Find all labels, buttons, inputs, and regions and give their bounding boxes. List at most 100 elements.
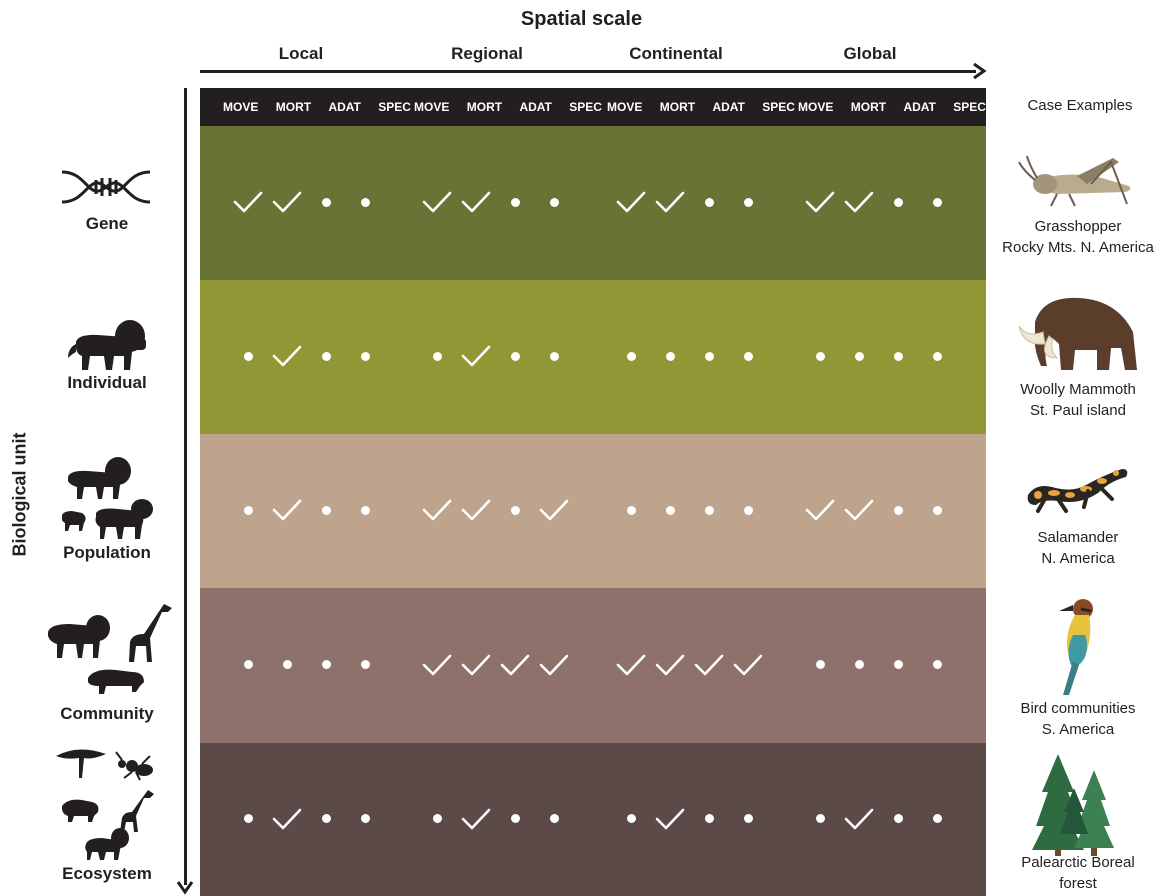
check-icon: [655, 654, 685, 675]
dot-icon: [743, 351, 753, 361]
dot-icon: [626, 505, 636, 515]
case-location: S. America: [1041, 721, 1115, 738]
dot-icon: [743, 505, 753, 515]
dot-icon: [432, 814, 442, 823]
mark-local-adat-dot: [315, 345, 337, 367]
mark-local-spec-dot: [354, 499, 376, 521]
case-examples-header: Case Examples: [1027, 97, 1133, 114]
dot-icon: [360, 351, 370, 361]
check-icon: [422, 499, 452, 521]
mark-global-mort-check: [844, 191, 874, 213]
check-icon: [461, 191, 491, 213]
mammoth-image: [1018, 297, 1137, 370]
mark-local-adat-dot: [315, 499, 337, 521]
dot-icon: [815, 660, 825, 669]
dot-icon: [743, 814, 753, 823]
scale-label-regional: Regional: [451, 44, 523, 63]
dot-icon: [704, 814, 714, 823]
case-name: Woolly Mammoth: [1020, 381, 1136, 398]
check-icon: [500, 654, 530, 675]
check-icon: [539, 654, 569, 675]
dot-icon: [360, 505, 370, 515]
mark-local-move-dot: [237, 345, 259, 367]
mark-continental-spec-dot: [737, 499, 759, 521]
dot-icon: [893, 197, 903, 207]
header-move: MOVE: [414, 100, 450, 114]
check-icon: [844, 191, 874, 213]
mark-global-spec-dot: [926, 499, 948, 521]
row-band-ecosystem: [200, 743, 986, 896]
mark-continental-spec-dot: [737, 345, 759, 367]
header-adat: ADAT: [903, 100, 936, 114]
header-adat: ADAT: [328, 100, 361, 114]
mark-regional-mort-check: [461, 499, 491, 521]
mark-local-mort-check: [272, 808, 302, 830]
dot-icon: [321, 814, 331, 823]
animal-community-icon: [48, 604, 172, 694]
check-icon: [461, 808, 491, 829]
dot-icon: [704, 197, 714, 207]
scale-label-global: Global: [843, 44, 897, 63]
mark-global-adat-dot: [887, 345, 909, 367]
header-spec: SPEC: [569, 100, 602, 114]
mark-regional-mort-check: [461, 808, 491, 830]
case-label-population: Salamander N. America: [993, 527, 1163, 569]
case-label-community: Bird communities S. America: [993, 698, 1163, 740]
scale-label-continental: Continental: [629, 44, 723, 63]
dot-icon: [360, 197, 370, 207]
mark-continental-move-dot: [620, 808, 642, 830]
check-icon: [272, 345, 302, 367]
row-band-gene: [200, 126, 986, 280]
check-icon: [272, 191, 302, 213]
dot-icon: [243, 814, 253, 823]
x-axis-title: Spatial scale: [520, 8, 643, 30]
dot-icon: [665, 505, 675, 515]
check-icon: [539, 499, 569, 521]
case-name: Palearctic Boreal: [1021, 854, 1135, 871]
case-location: N. America: [1041, 550, 1115, 567]
dot-icon: [815, 351, 825, 361]
y-axis-title: Biological unit: [9, 432, 30, 557]
mark-continental-spec-dot: [737, 808, 759, 830]
dot-icon: [549, 814, 559, 823]
mark-local-spec-dot: [354, 191, 376, 213]
mark-continental-mort-check: [655, 808, 685, 830]
dot-icon: [243, 505, 253, 515]
unit-label-ecosystem: Ecosystem: [62, 864, 152, 883]
dot-icon: [743, 197, 753, 207]
mark-continental-adat-dot: [698, 499, 720, 521]
case-location: St. Paul island: [1030, 402, 1126, 419]
case-name: Salamander: [1037, 529, 1119, 546]
mark-local-mort-dot: [276, 654, 298, 676]
header-move: MOVE: [223, 100, 259, 114]
header-spec: SPEC: [378, 100, 411, 114]
check-icon: [655, 191, 685, 213]
unit-label-gene: Gene: [85, 214, 129, 233]
mark-global-spec-dot: [926, 808, 948, 830]
header-group-global: MOVE MORT ADAT SPEC: [797, 88, 987, 126]
mark-local-move-dot: [237, 808, 259, 830]
dot-icon: [549, 351, 559, 361]
mark-regional-move-check: [422, 499, 452, 521]
mark-local-adat-dot: [315, 654, 337, 676]
mark-local-spec-dot: [354, 808, 376, 830]
dot-icon: [243, 660, 253, 669]
salamander-image: [1027, 469, 1128, 513]
dot-icon: [932, 660, 942, 669]
mark-regional-spec-dot: [543, 808, 565, 830]
mark-global-spec-dot: [926, 191, 948, 213]
header-move: MOVE: [798, 100, 834, 114]
dot-icon: [432, 351, 442, 361]
mark-local-mort-check: [272, 345, 302, 367]
mark-regional-move-dot: [426, 345, 448, 367]
mark-local-move-dot: [237, 654, 259, 676]
mark-continental-move-check: [616, 654, 646, 676]
header-spec: SPEC: [762, 100, 795, 114]
dot-icon: [510, 505, 520, 515]
dot-icon: [321, 660, 331, 669]
unit-label-individual: Individual: [67, 373, 147, 392]
row-band-individual: [200, 280, 986, 434]
mark-continental-mort-check: [655, 191, 685, 213]
dot-icon: [665, 351, 675, 361]
mark-regional-move-check: [422, 654, 452, 676]
